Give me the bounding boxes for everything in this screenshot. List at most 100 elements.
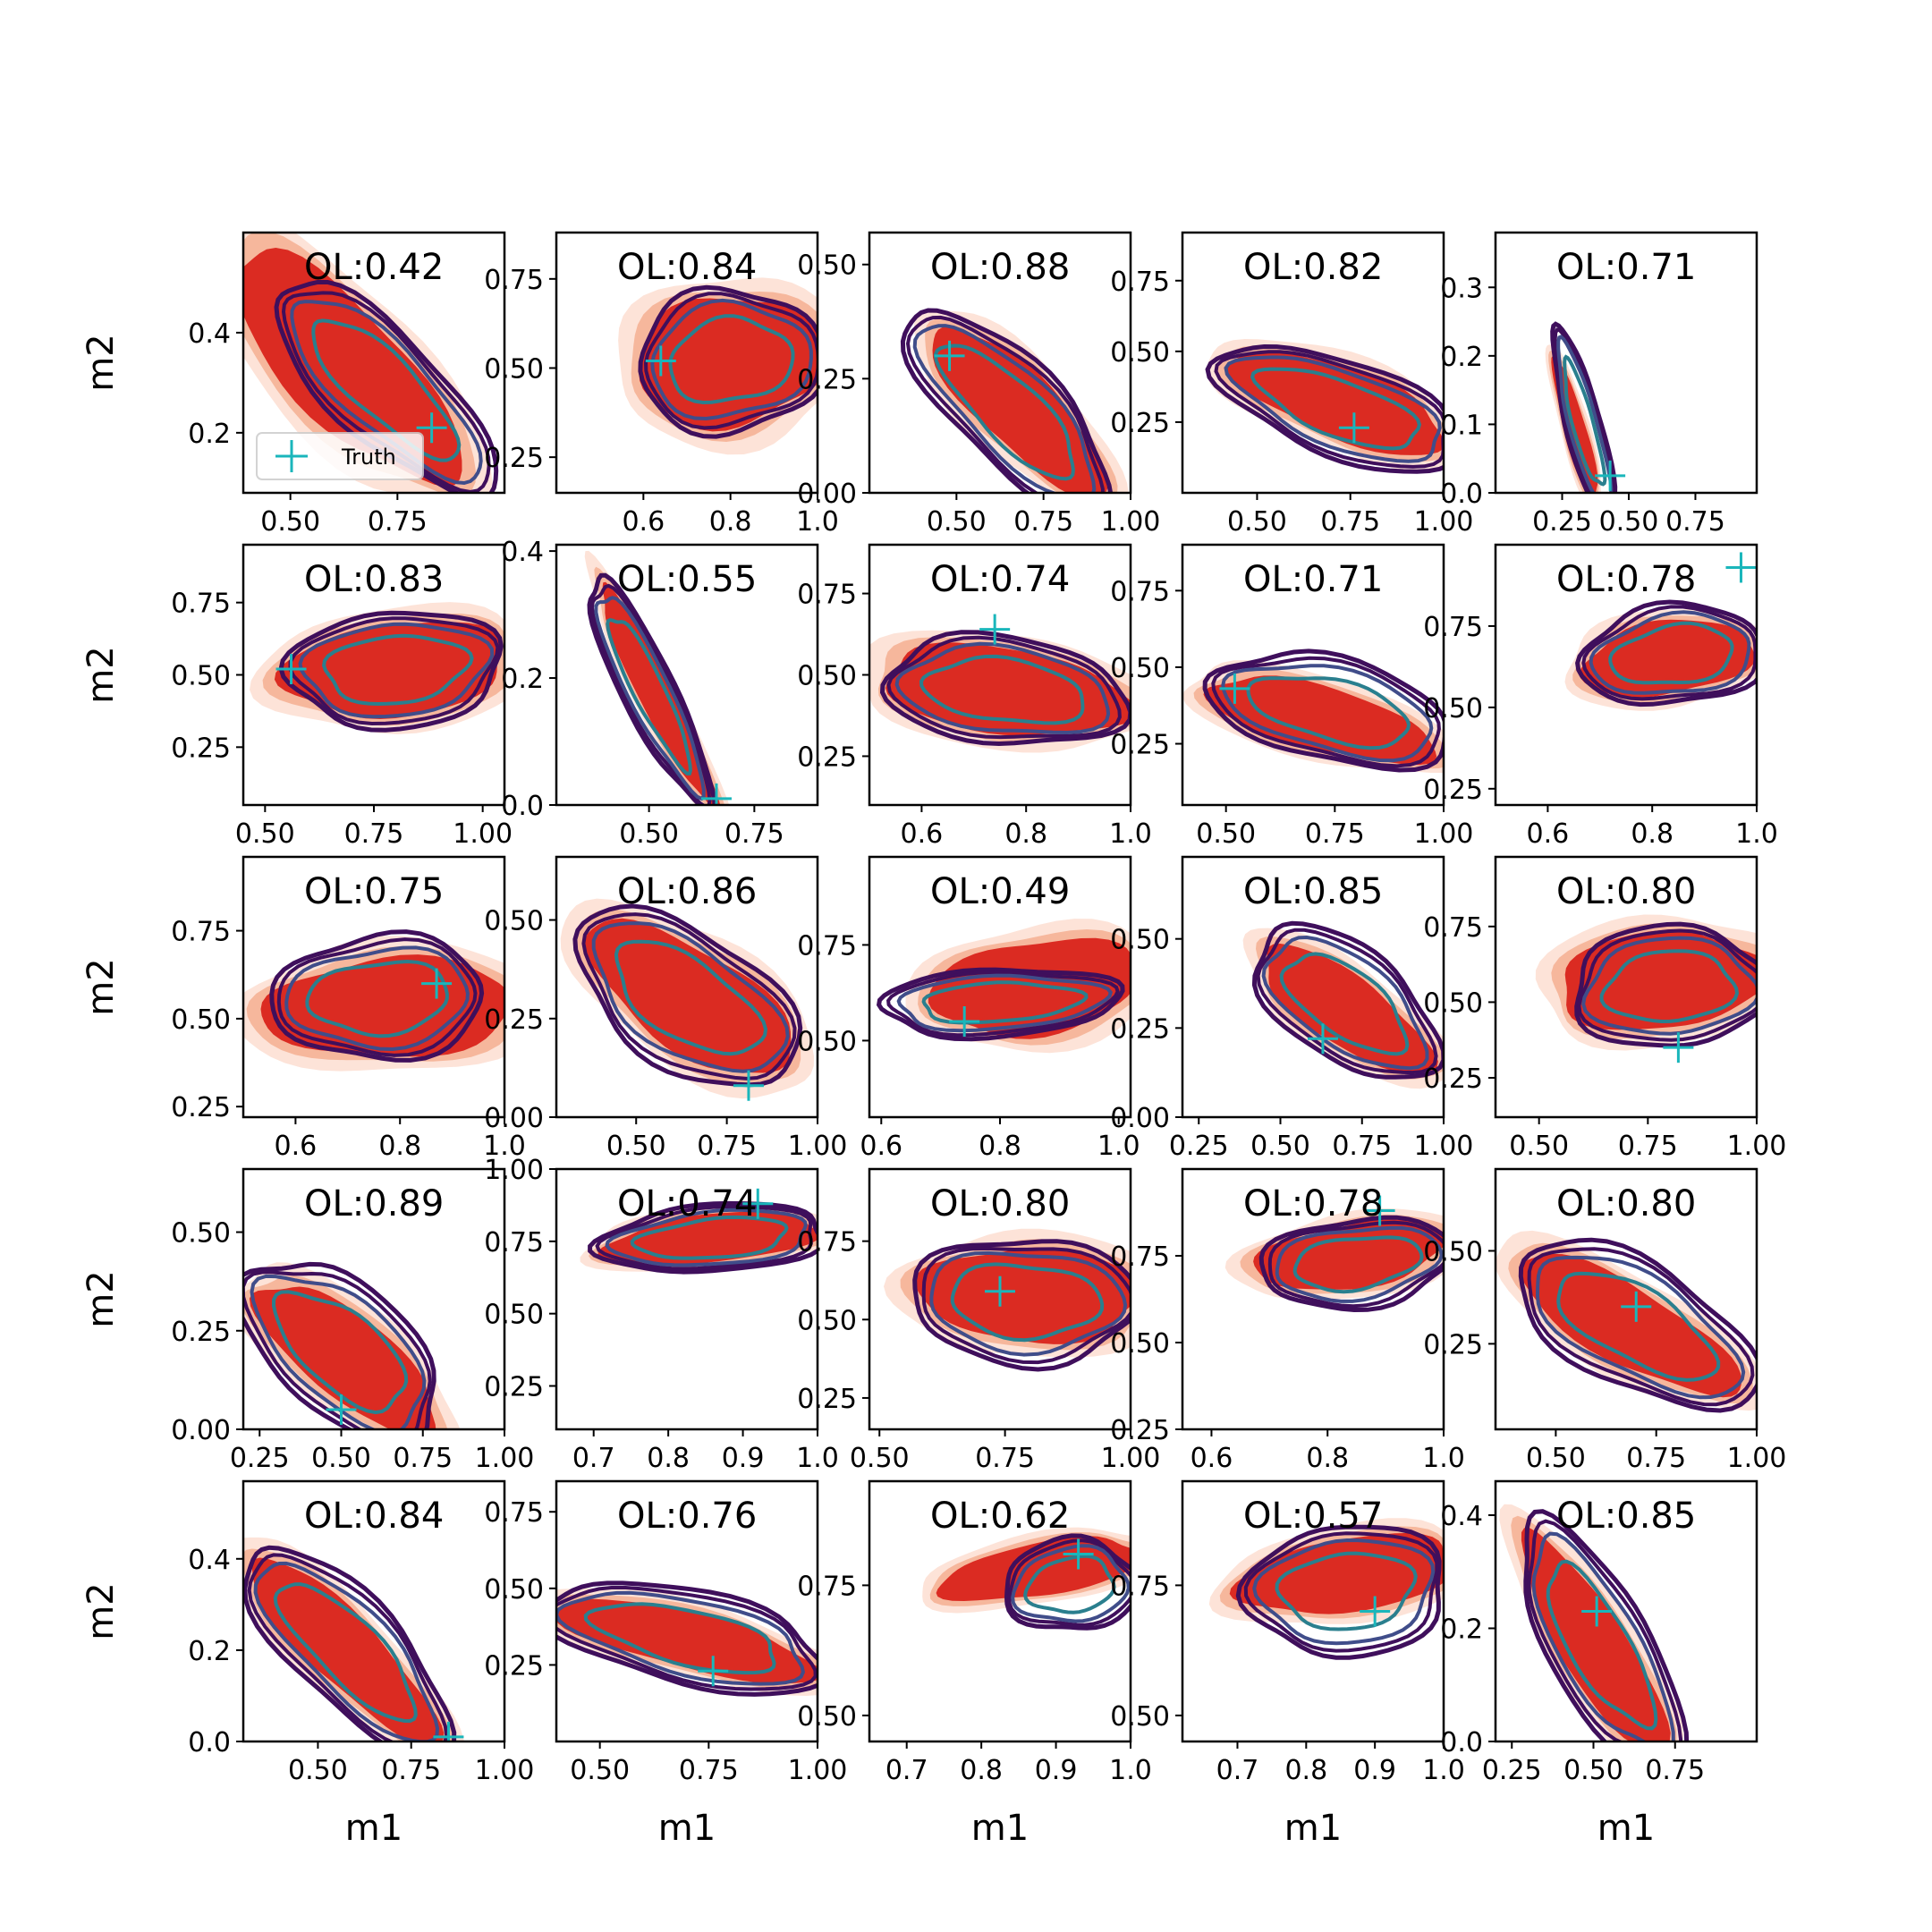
panel-frame [1494, 543, 1758, 807]
y-tick-label: 0.75 [484, 265, 544, 296]
panel-frame [555, 231, 819, 495]
x-tick-label: 0.6 [275, 1131, 318, 1162]
panel-5: 0.25 0.50 0.75 0.0 0.1 0.2 0.3 OL:0.71 [1440, 231, 1758, 538]
x-tick-label: 0.8 [1284, 1755, 1327, 1786]
x-tick-label: 1.0 [483, 1131, 526, 1162]
panel-plot-area [884, 1228, 1131, 1372]
overlap-label: OL:0.80 [1556, 871, 1696, 912]
x-tick-label: 0.50 [1196, 818, 1256, 850]
x-tick-label: 1.00 [475, 1443, 535, 1474]
x-tick-label: 0.75 [393, 1443, 453, 1474]
panel-10: 0.6 0.8 1.0 0.25 0.50 0.75 OL:0.78 [1423, 543, 1778, 850]
contour-line-inner [921, 980, 1089, 1025]
x-tick-label: 0.25 [230, 1443, 290, 1474]
contour-line-second [556, 1586, 818, 1691]
panel-frame [242, 1167, 506, 1431]
contour-line-inner [606, 618, 692, 775]
x-tick-label: 1.0 [1109, 1755, 1152, 1786]
overlap-label: OL:0.71 [1556, 247, 1696, 288]
overlap-label: OL:0.57 [1243, 1496, 1383, 1537]
contour-line-second [589, 583, 712, 805]
x-tick-label: 0.7 [886, 1755, 928, 1786]
panel-plot-area [1208, 1518, 1444, 1660]
contour-line-inner [668, 314, 795, 405]
y-tick-label: 0.25 [1110, 408, 1170, 439]
legend-label: Truth [341, 445, 396, 470]
y-tick-label: 0.75 [797, 580, 857, 611]
x-tick-label: 0.50 [619, 818, 679, 850]
y-tick-label: 0.75 [1110, 1571, 1170, 1602]
contour-line-inner [305, 959, 449, 1038]
panel-frame [242, 1479, 506, 1743]
density-fill-inner [1267, 944, 1438, 1072]
y-tick-label: 0.75 [1110, 267, 1170, 298]
overlap-label: OL:0.86 [617, 871, 757, 912]
y-tick-label: 0.25 [1110, 1415, 1170, 1446]
panel-plot-area [580, 1188, 818, 1275]
x-tick-label: 0.50 [1250, 1131, 1310, 1162]
x-tick-label: 0.75 [1332, 1131, 1392, 1162]
x-tick-label: 0.50 [288, 1755, 348, 1786]
panel-17: 0.7 0.8 0.9 1.0 0.25 0.50 0.75 1.00 OL:0.74 [484, 1155, 839, 1474]
contour-line-mid [1589, 610, 1751, 695]
y-tick-label: 0.4 [188, 318, 231, 350]
contour-line-outer [1004, 1533, 1131, 1631]
contour-line-outer [879, 630, 1131, 747]
x-tick-label: 1.0 [796, 1443, 839, 1474]
contour-line-inner [1292, 1235, 1424, 1294]
contour-line-second [1553, 327, 1615, 493]
panel-19: 0.6 0.8 1.0 0.25 0.50 0.75 OL:0.78 [1110, 1167, 1465, 1474]
x-tick-label: 0.9 [1035, 1755, 1078, 1786]
contour-line-outer [1235, 1524, 1442, 1660]
x-tick-label: 0.7 [1216, 1755, 1259, 1786]
contour-line-outer [1518, 1237, 1757, 1413]
y-tick-label: 0.50 [484, 1300, 544, 1331]
y-tick-label: 0.0 [1440, 1727, 1483, 1758]
y-tick-label: 0.50 [1110, 925, 1170, 956]
contour-line-mid [298, 622, 495, 719]
density-fill-inner [251, 1557, 445, 1741]
contour-line-mid [1531, 1531, 1675, 1741]
contour-line-inner [1608, 621, 1734, 685]
panel-frame [1494, 1167, 1758, 1431]
panel-23: 0.7 0.8 0.9 1.0 0.50 0.75 OL:0.62 m1 [797, 1479, 1152, 1849]
contour-line-outer [1575, 599, 1757, 708]
x-tick-label: 0.8 [1631, 818, 1674, 850]
panel-plot-area [584, 550, 732, 805]
contour-line-inner [1279, 952, 1410, 1056]
x-tick-label: 0.6 [1527, 818, 1570, 850]
contour-line-second [1256, 928, 1438, 1075]
x-tick-label: 0.75 [1645, 1755, 1705, 1786]
overlap-label: OL:0.80 [930, 1183, 1070, 1224]
x-tick-label: 0.25 [1532, 506, 1592, 538]
contour-line-inner [630, 1215, 789, 1260]
x-tick-label: 0.50 [1509, 1131, 1569, 1162]
contour-line-second [1267, 1220, 1444, 1309]
x-tick-label: 0.50 [311, 1443, 371, 1474]
x-tick-label: 1.0 [1097, 1131, 1140, 1162]
x-tick-label: 0.8 [378, 1131, 421, 1162]
panel-plot-area [560, 898, 814, 1101]
y-tick-label: 0.4 [501, 537, 544, 568]
y-tick-label: 0.2 [188, 419, 231, 450]
y-tick-label: 1.00 [484, 1155, 544, 1186]
y-tick-label: 0.25 [797, 1384, 857, 1415]
y-tick-label: 0.50 [797, 1701, 857, 1733]
y-tick-label: 0.25 [1423, 1063, 1483, 1095]
x-tick-label: 0.50 [570, 1755, 630, 1786]
x-tick-label: 0.6 [860, 1131, 902, 1162]
y-axis-label: m2 [80, 334, 122, 391]
y-tick-label: 0.25 [1110, 1013, 1170, 1045]
x-tick-label: 0.75 [1626, 1443, 1686, 1474]
contour-line-outer [1202, 648, 1444, 773]
overlap-label: OL:0.85 [1243, 871, 1383, 912]
y-tick-label: 0.75 [1110, 1241, 1170, 1273]
x-tick-label: 0.75 [1618, 1131, 1678, 1162]
y-tick-label: 0.25 [171, 1317, 231, 1348]
panel-frame [555, 543, 819, 807]
y-tick-label: 0.25 [1423, 1329, 1483, 1360]
overlap-label: OL:0.85 [1556, 1496, 1696, 1537]
contour-line-mid [1011, 1544, 1131, 1623]
y-tick-label: 0.50 [1110, 1701, 1170, 1733]
x-tick-label: 0.75 [1305, 818, 1365, 850]
